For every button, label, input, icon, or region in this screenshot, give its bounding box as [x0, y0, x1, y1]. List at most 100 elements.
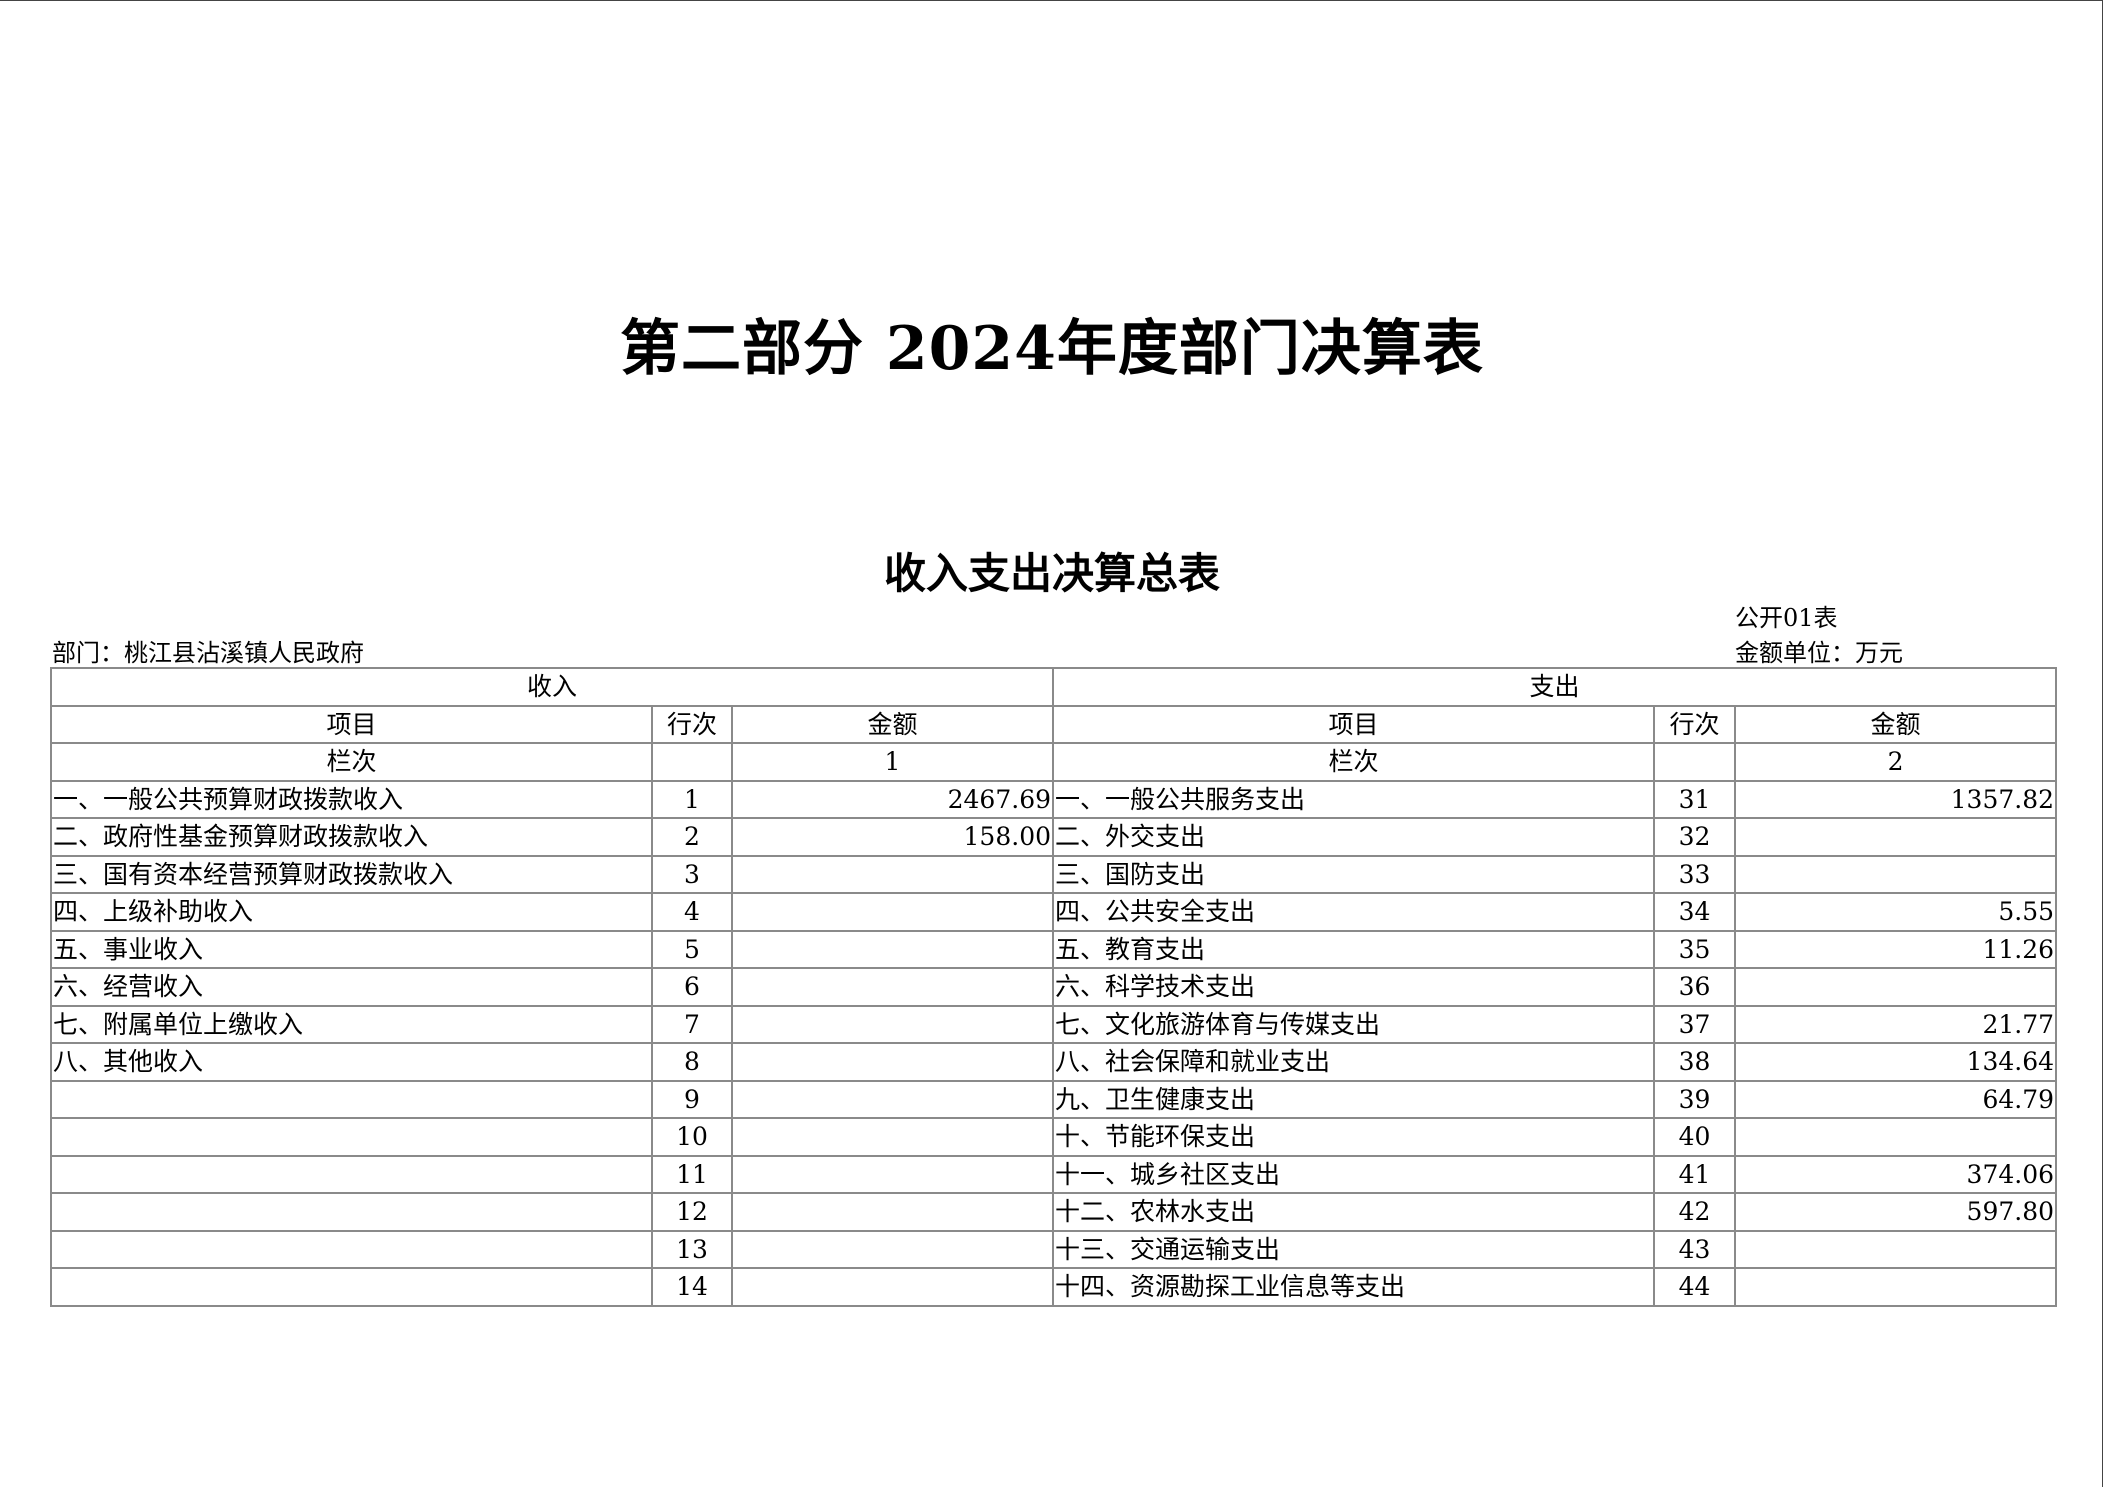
section-header-row: 收入 支出 — [49, 667, 2058, 707]
ex-item-cell: 三、国防支出 — [1052, 854, 1656, 894]
in-item-cell — [50, 1192, 653, 1232]
table-row: 11 十一、城乡社区支出 41 374.06 — [50, 1154, 2058, 1194]
in-amount-cell — [730, 1079, 1055, 1119]
income-item-header: 项目 — [50, 704, 653, 744]
table-row: 10 十、节能环保支出 40 — [50, 1117, 2058, 1157]
in-line-cell: 3 — [651, 854, 733, 894]
expense-item-header: 项目 — [1052, 704, 1656, 744]
department-label: 部门：桃江县沾溪镇人民政府 — [52, 639, 364, 667]
ex-line-cell: 43 — [1653, 1229, 1737, 1269]
ex-amount-cell — [1734, 1117, 2058, 1157]
table-row: 八、其他收入 8 八、社会保障和就业支出 38 134.64 — [50, 1042, 2058, 1082]
in-item-cell: 四、上级补助收入 — [50, 892, 653, 932]
ex-line-cell: 31 — [1653, 779, 1737, 819]
column-index-row: 栏次 1 栏次 2 — [50, 742, 2058, 782]
in-item-cell: 八、其他收入 — [50, 1042, 653, 1082]
income-amount-header: 金额 — [730, 704, 1055, 744]
in-amount-cell — [730, 892, 1055, 932]
in-line-cell: 12 — [651, 1192, 733, 1232]
ex-line-cell: 41 — [1653, 1154, 1737, 1194]
income-index-line — [651, 742, 733, 782]
income-index-label: 栏次 — [50, 742, 653, 782]
ex-line-cell: 32 — [1653, 817, 1737, 857]
ex-item-cell: 十三、交通运输支出 — [1052, 1229, 1656, 1269]
table-row: 9 九、卫生健康支出 39 64.79 — [50, 1079, 2058, 1119]
table-row: 三、国有资本经营预算财政拨款收入 3 三、国防支出 33 — [50, 854, 2058, 894]
table-row: 一、一般公共预算财政拨款收入 1 2467.69 一、一般公共服务支出 31 1357.8… — [50, 779, 2058, 819]
income-line-header: 行次 — [651, 704, 733, 744]
ex-line-cell: 35 — [1653, 929, 1737, 969]
ex-amount-cell — [1734, 1267, 2058, 1307]
in-amount-cell: 2467.69 — [730, 779, 1055, 819]
in-line-cell: 6 — [651, 967, 733, 1007]
ex-item-cell: 七、文化旅游体育与传媒支出 — [1052, 1004, 1656, 1044]
table-row: 二、政府性基金预算财政拨款收入 2 158.00 二、外交支出 32 — [50, 817, 2058, 857]
in-line-cell: 7 — [651, 1004, 733, 1044]
in-amount-cell — [730, 854, 1055, 894]
income-header: 收入 — [49, 667, 1055, 707]
ex-item-cell: 一、一般公共服务支出 — [1052, 779, 1656, 819]
expense-index-value: 2 — [1734, 742, 2058, 782]
ex-line-cell: 42 — [1653, 1192, 1737, 1232]
table-row: 六、经营收入 6 六、科学技术支出 36 — [50, 967, 2058, 1007]
ex-amount-cell: 11.26 — [1734, 929, 2058, 969]
in-amount-cell — [730, 967, 1055, 1007]
in-amount-cell — [730, 1004, 1055, 1044]
ex-item-cell: 十四、资源勘探工业信息等支出 — [1052, 1267, 1656, 1307]
table-row: 12 十二、农林水支出 42 597.80 — [50, 1192, 2058, 1232]
in-amount-cell — [730, 1117, 1055, 1157]
ex-item-cell: 八、社会保障和就业支出 — [1052, 1042, 1656, 1082]
ex-line-cell: 38 — [1653, 1042, 1737, 1082]
in-line-cell: 2 — [651, 817, 733, 857]
ex-amount-cell — [1734, 1229, 2058, 1269]
ex-line-cell: 34 — [1653, 892, 1737, 932]
in-amount-cell — [730, 929, 1055, 969]
in-line-cell: 9 — [651, 1079, 733, 1119]
ex-amount-cell: 21.77 — [1734, 1004, 2058, 1044]
ex-item-cell: 十一、城乡社区支出 — [1052, 1154, 1656, 1194]
in-amount-cell — [730, 1267, 1055, 1307]
in-item-cell: 三、国有资本经营预算财政拨款收入 — [50, 854, 653, 894]
ex-item-cell: 六、科学技术支出 — [1052, 967, 1656, 1007]
ex-item-cell: 二、外交支出 — [1052, 817, 1656, 857]
in-item-cell — [50, 1117, 653, 1157]
ex-amount-cell: 1357.82 — [1734, 779, 2058, 819]
in-item-cell: 一、一般公共预算财政拨款收入 — [50, 779, 653, 819]
ex-line-cell: 37 — [1653, 1004, 1737, 1044]
ex-item-cell: 十二、农林水支出 — [1052, 1192, 1656, 1232]
in-amount-cell — [730, 1042, 1055, 1082]
ex-item-cell: 五、教育支出 — [1052, 929, 1656, 969]
ex-item-cell: 四、公共安全支出 — [1052, 892, 1656, 932]
table-row: 14 十四、资源勘探工业信息等支出 44 — [50, 1267, 2058, 1307]
page-title: 第二部分 2024年度部门决算表 — [620, 314, 1484, 384]
in-amount-cell: 158.00 — [730, 817, 1055, 857]
in-item-cell: 二、政府性基金预算财政拨款收入 — [50, 817, 653, 857]
table-row: 五、事业收入 5 五、教育支出 35 11.26 — [50, 929, 2058, 969]
in-amount-cell — [730, 1229, 1055, 1269]
ex-amount-cell: 134.64 — [1734, 1042, 2058, 1082]
in-item-cell — [50, 1154, 653, 1194]
table-title: 收入支出决算总表 — [883, 549, 1220, 598]
table-row: 七、附属单位上缴收入 7 七、文化旅游体育与传媒支出 37 21.77 — [50, 1004, 2058, 1044]
ex-item-cell: 九、卫生健康支出 — [1052, 1079, 1656, 1119]
in-item-cell: 七、附属单位上缴收入 — [50, 1004, 653, 1044]
ex-amount-cell — [1734, 854, 2058, 894]
ex-line-cell: 33 — [1653, 854, 1737, 894]
expense-line-header: 行次 — [1653, 704, 1737, 744]
ex-amount-cell: 64.79 — [1734, 1079, 2058, 1119]
unit-label: 金额单位：万元 — [1735, 639, 1903, 667]
in-item-cell — [50, 1229, 653, 1269]
expense-amount-header: 金额 — [1734, 704, 2058, 744]
in-line-cell: 5 — [651, 929, 733, 969]
in-item-cell — [50, 1267, 653, 1307]
in-line-cell: 4 — [651, 892, 733, 932]
ex-amount-cell — [1734, 817, 2058, 857]
in-line-cell: 11 — [651, 1154, 733, 1194]
in-amount-cell — [730, 1192, 1055, 1232]
income-index-value: 1 — [730, 742, 1055, 782]
in-item-cell — [50, 1079, 653, 1119]
ex-item-cell: 十、节能环保支出 — [1052, 1117, 1656, 1157]
expense-header: 支出 — [1052, 667, 2058, 707]
form-number: 公开01表 — [1735, 604, 1838, 632]
